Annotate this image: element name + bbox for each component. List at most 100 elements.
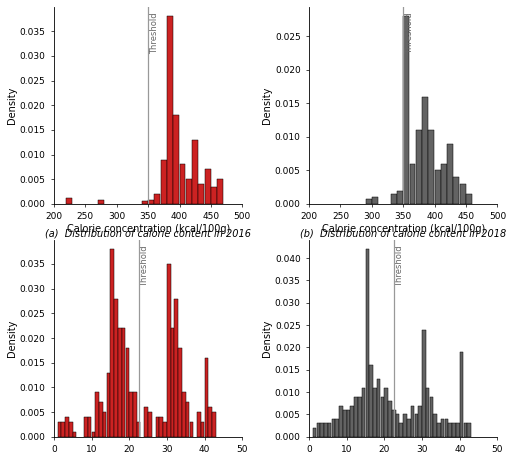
Bar xyxy=(347,410,350,437)
Bar xyxy=(428,130,435,204)
Bar xyxy=(343,410,346,437)
Bar xyxy=(161,160,167,204)
Y-axis label: Density: Density xyxy=(7,319,17,357)
Bar xyxy=(174,298,178,437)
Bar xyxy=(88,417,91,437)
Y-axis label: Density: Density xyxy=(262,319,272,357)
Bar xyxy=(148,412,152,437)
Bar xyxy=(384,388,388,437)
Bar xyxy=(148,200,154,204)
Bar xyxy=(167,16,173,204)
Bar xyxy=(377,379,381,437)
Bar xyxy=(366,249,369,437)
Bar xyxy=(403,415,407,437)
Bar xyxy=(171,328,174,437)
Bar xyxy=(409,164,416,204)
Bar xyxy=(122,328,125,437)
Bar xyxy=(366,198,371,204)
Bar xyxy=(369,365,373,437)
Bar xyxy=(354,397,358,437)
Bar xyxy=(391,194,397,204)
Bar xyxy=(129,392,133,437)
Y-axis label: Density: Density xyxy=(262,87,272,124)
Text: (a)  Distribution of calorie content in 2016: (a) Distribution of calorie content in 2… xyxy=(45,229,251,239)
Bar xyxy=(456,424,460,437)
Bar xyxy=(217,179,223,204)
Bar xyxy=(433,415,437,437)
Bar xyxy=(396,415,399,437)
Bar xyxy=(212,412,216,437)
Bar xyxy=(57,422,61,437)
Bar xyxy=(392,410,396,437)
Bar xyxy=(182,392,186,437)
Bar xyxy=(98,200,104,204)
Bar xyxy=(466,194,472,204)
Bar xyxy=(445,419,448,437)
Bar xyxy=(416,130,422,204)
Bar xyxy=(163,422,167,437)
Bar xyxy=(205,169,211,204)
Bar xyxy=(201,422,205,437)
Bar xyxy=(460,352,463,437)
Bar xyxy=(313,428,317,437)
X-axis label: Calorie concentration (kcal/100g): Calorie concentration (kcal/100g) xyxy=(322,224,485,234)
Bar xyxy=(464,424,467,437)
Bar xyxy=(137,422,141,437)
Bar xyxy=(350,405,354,437)
X-axis label: Calorie concentration (kcal/100g): Calorie concentration (kcal/100g) xyxy=(67,224,230,234)
Bar xyxy=(69,422,72,437)
Bar xyxy=(331,419,335,437)
Bar xyxy=(208,407,212,437)
Bar xyxy=(437,424,441,437)
Bar xyxy=(448,424,452,437)
Bar xyxy=(372,197,378,204)
Bar xyxy=(317,424,320,437)
Bar xyxy=(99,402,103,437)
Bar xyxy=(114,298,118,437)
Bar xyxy=(142,201,148,204)
Bar xyxy=(211,187,217,204)
Bar xyxy=(186,402,189,437)
Bar xyxy=(103,412,107,437)
Bar xyxy=(110,249,114,437)
Bar xyxy=(403,16,409,204)
Bar xyxy=(118,328,122,437)
Text: Threshold: Threshold xyxy=(396,246,404,287)
Bar xyxy=(452,424,456,437)
Bar xyxy=(199,184,204,204)
Bar xyxy=(167,264,170,437)
Bar xyxy=(422,329,426,437)
Bar xyxy=(388,401,392,437)
Bar xyxy=(407,419,410,437)
Bar xyxy=(126,348,129,437)
Bar xyxy=(336,419,339,437)
Bar xyxy=(324,424,328,437)
Bar xyxy=(173,115,179,204)
Bar xyxy=(160,417,163,437)
Bar xyxy=(400,424,403,437)
Bar xyxy=(447,144,453,204)
Bar xyxy=(107,373,110,437)
Bar xyxy=(426,388,429,437)
Bar xyxy=(415,415,418,437)
Bar xyxy=(435,171,441,204)
Text: Threshold: Threshold xyxy=(405,13,414,55)
Bar xyxy=(411,405,415,437)
Text: Threshold: Threshold xyxy=(140,246,149,287)
Bar xyxy=(328,424,331,437)
Bar xyxy=(144,407,148,437)
Bar xyxy=(178,348,182,437)
Bar xyxy=(133,392,136,437)
Bar xyxy=(397,191,403,204)
Bar xyxy=(155,417,159,437)
Bar xyxy=(197,412,201,437)
Bar xyxy=(422,97,428,204)
Bar xyxy=(362,388,365,437)
Bar xyxy=(358,397,362,437)
Bar xyxy=(441,164,447,204)
Bar xyxy=(92,432,95,437)
Bar xyxy=(84,417,88,437)
Text: (b)  Distribution of calorie content in 2018: (b) Distribution of calorie content in 2… xyxy=(300,229,506,239)
Y-axis label: Density: Density xyxy=(7,87,17,124)
Bar xyxy=(320,424,324,437)
